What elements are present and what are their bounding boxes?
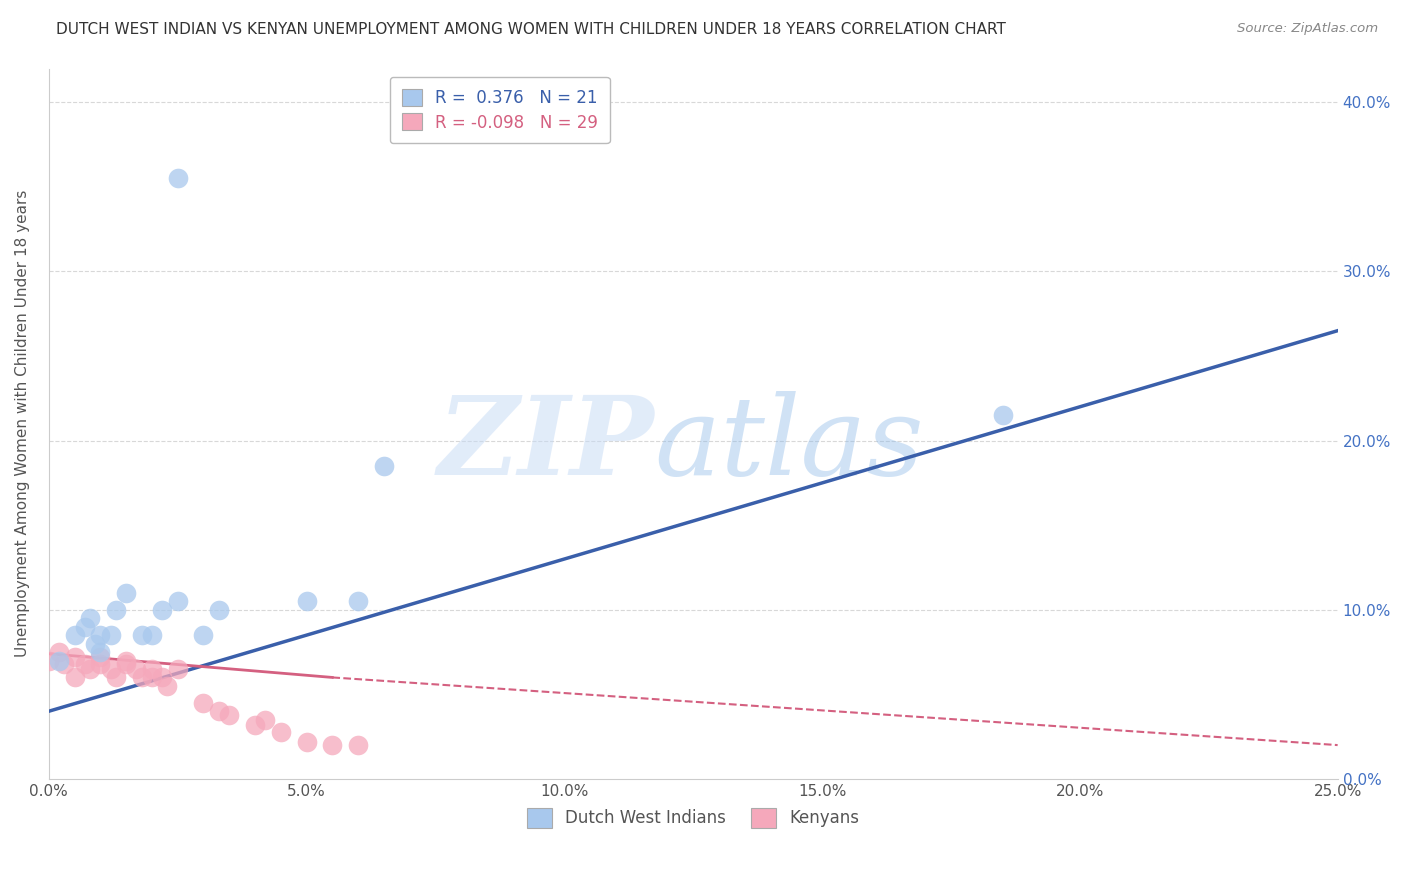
Point — [991, 409, 1014, 423]
Point — [166, 594, 188, 608]
Point — [115, 657, 138, 671]
Point — [208, 704, 231, 718]
Point — [166, 171, 188, 186]
Point — [150, 603, 173, 617]
Point — [141, 628, 163, 642]
Point — [89, 650, 111, 665]
Point — [48, 653, 70, 667]
Point — [131, 628, 153, 642]
Point — [115, 586, 138, 600]
Point — [115, 653, 138, 667]
Point — [89, 657, 111, 671]
Point — [79, 662, 101, 676]
Point — [84, 637, 107, 651]
Point — [295, 594, 318, 608]
Point — [270, 724, 292, 739]
Point — [125, 662, 148, 676]
Point — [38, 653, 60, 667]
Point — [89, 628, 111, 642]
Point — [347, 594, 370, 608]
Point — [347, 738, 370, 752]
Point — [63, 670, 86, 684]
Point — [141, 662, 163, 676]
Point — [53, 657, 76, 671]
Point — [131, 670, 153, 684]
Point — [166, 662, 188, 676]
Legend: Dutch West Indians, Kenyans: Dutch West Indians, Kenyans — [520, 801, 866, 835]
Point — [141, 670, 163, 684]
Point — [73, 657, 96, 671]
Y-axis label: Unemployment Among Women with Children Under 18 years: Unemployment Among Women with Children U… — [15, 190, 30, 657]
Point — [104, 603, 127, 617]
Point — [193, 628, 215, 642]
Point — [193, 696, 215, 710]
Point — [373, 458, 395, 473]
Point — [79, 611, 101, 625]
Point — [104, 670, 127, 684]
Point — [63, 628, 86, 642]
Text: Source: ZipAtlas.com: Source: ZipAtlas.com — [1237, 22, 1378, 36]
Point — [100, 628, 122, 642]
Point — [100, 662, 122, 676]
Point — [208, 603, 231, 617]
Text: atlas: atlas — [655, 392, 924, 499]
Point — [218, 707, 240, 722]
Point — [243, 718, 266, 732]
Text: DUTCH WEST INDIAN VS KENYAN UNEMPLOYMENT AMONG WOMEN WITH CHILDREN UNDER 18 YEAR: DUTCH WEST INDIAN VS KENYAN UNEMPLOYMENT… — [56, 22, 1007, 37]
Point — [156, 679, 179, 693]
Point — [73, 620, 96, 634]
Point — [321, 738, 343, 752]
Point — [295, 735, 318, 749]
Point — [254, 713, 277, 727]
Point — [48, 645, 70, 659]
Point — [89, 645, 111, 659]
Point — [63, 650, 86, 665]
Text: ZIP: ZIP — [437, 392, 655, 499]
Point — [150, 670, 173, 684]
